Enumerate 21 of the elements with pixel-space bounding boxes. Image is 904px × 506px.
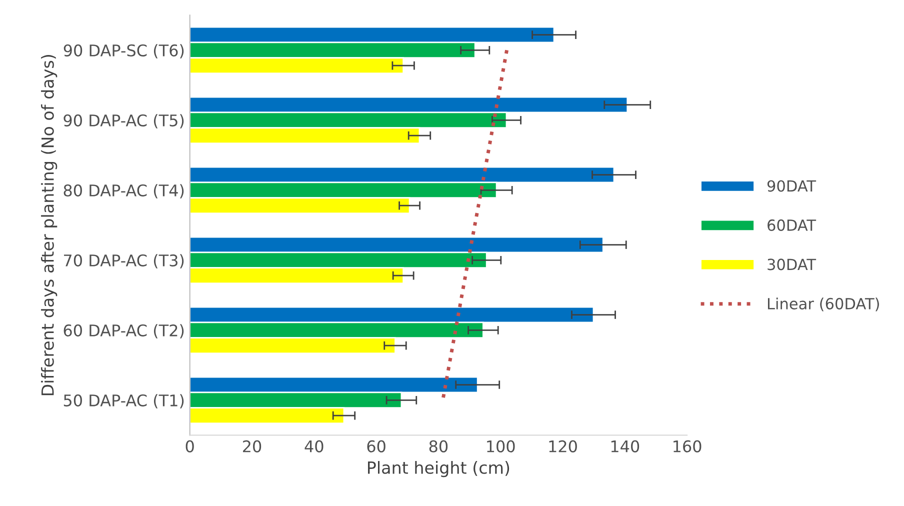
x-tick-label: 160 bbox=[674, 440, 702, 452]
y-tick-label: 70 DAP-AC (T3) bbox=[64, 254, 184, 268]
x-tick-label: 0 bbox=[186, 440, 194, 452]
y-tick-label: 80 DAP-AC (T4) bbox=[64, 184, 184, 198]
x-axis-title: Plant height (cm) bbox=[368, 461, 510, 478]
y-tick-label: 50 DAP-AC (T1) bbox=[64, 394, 184, 408]
x-tick-label: 100 bbox=[487, 440, 515, 452]
x-tick-label: 80 bbox=[429, 440, 448, 452]
y-tick-label: 90 DAP-AC (T5) bbox=[64, 114, 184, 128]
x-tick-label: 140 bbox=[611, 440, 640, 452]
legend-label: 60DAT bbox=[768, 219, 816, 231]
x-tick-label: 40 bbox=[304, 440, 324, 452]
legend-label: 30DAT bbox=[768, 258, 816, 270]
x-tick-label: 20 bbox=[243, 440, 262, 452]
x-tick-label: 60 bbox=[367, 440, 386, 452]
y-tick-label: 60 DAP-AC (T2) bbox=[64, 324, 184, 338]
legend-label: Linear (60DAT) bbox=[768, 298, 879, 312]
x-tick-label: 120 bbox=[549, 440, 577, 452]
y-tick-label: 90 DAP-SC (T6) bbox=[64, 44, 184, 58]
legend-label: 90DAT bbox=[767, 180, 816, 192]
y-axis-title: Different days after planting (No of days) bbox=[41, 55, 58, 396]
